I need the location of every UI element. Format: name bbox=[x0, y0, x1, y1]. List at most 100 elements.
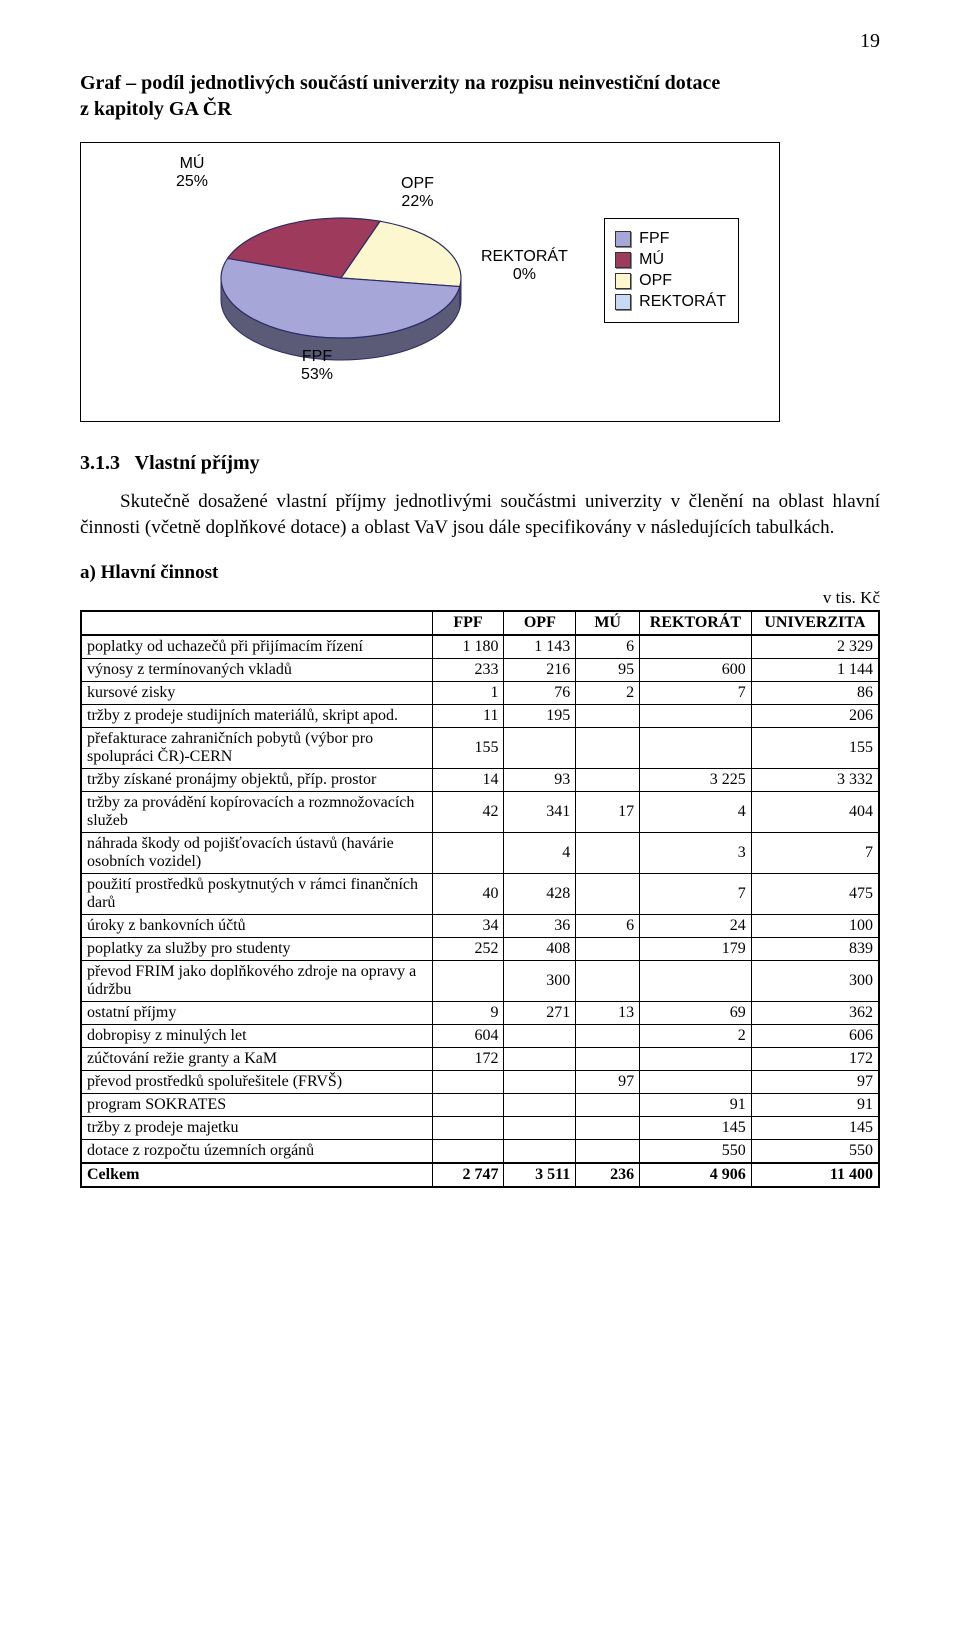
legend-label: MÚ bbox=[639, 251, 664, 269]
row-label: tržby z prodeje studijních materiálů, sk… bbox=[81, 705, 432, 728]
table-row: náhrada škody od pojišťovacích ústavů (h… bbox=[81, 833, 879, 874]
row-value bbox=[576, 769, 640, 792]
row-value bbox=[576, 1048, 640, 1071]
row-label: poplatky od uchazečů při přijímacím říze… bbox=[81, 635, 432, 659]
row-value: 606 bbox=[751, 1025, 879, 1048]
row-value: 155 bbox=[432, 728, 504, 769]
row-value bbox=[640, 961, 752, 1002]
graph-title: Graf – podíl jednotlivých součástí unive… bbox=[80, 70, 880, 122]
row-value: 233 bbox=[432, 659, 504, 682]
pie-label-opf: OPF22% bbox=[401, 175, 434, 210]
row-value: 1 bbox=[432, 682, 504, 705]
row-value bbox=[640, 1071, 752, 1094]
pie-chart-box: MÚ25% OPF22% REKTORÁT0% FPF53% FPFMÚOPFR… bbox=[80, 142, 780, 422]
row-label: přefakturace zahraničních pobytů (výbor … bbox=[81, 728, 432, 769]
table-row: úroky z bankovních účtů3436624100 bbox=[81, 915, 879, 938]
row-value: 24 bbox=[640, 915, 752, 938]
row-value bbox=[576, 874, 640, 915]
row-value bbox=[504, 1117, 576, 1140]
row-value bbox=[576, 1025, 640, 1048]
row-value: 2 bbox=[576, 682, 640, 705]
legend-swatch bbox=[615, 231, 631, 247]
row-label: tržby získané pronájmy objektů, příp. pr… bbox=[81, 769, 432, 792]
row-value: 206 bbox=[751, 705, 879, 728]
row-value: 550 bbox=[640, 1140, 752, 1164]
row-value: 252 bbox=[432, 938, 504, 961]
row-value bbox=[576, 728, 640, 769]
row-value: 4 bbox=[640, 792, 752, 833]
row-value: 172 bbox=[432, 1048, 504, 1071]
row-value: 7 bbox=[640, 682, 752, 705]
table-header: OPF bbox=[504, 611, 576, 635]
table-row: výnosy z termínovaných vkladů23321695600… bbox=[81, 659, 879, 682]
row-value: 6 bbox=[576, 635, 640, 659]
row-value bbox=[640, 1048, 752, 1071]
table-header: UNIVERZITA bbox=[751, 611, 879, 635]
row-value bbox=[504, 1025, 576, 1048]
row-value: 17 bbox=[576, 792, 640, 833]
row-value: 2 329 bbox=[751, 635, 879, 659]
row-value bbox=[432, 1117, 504, 1140]
section-title: Vlastní příjmy bbox=[135, 452, 260, 474]
row-value: 7 bbox=[640, 874, 752, 915]
pie-label-mu: MÚ25% bbox=[176, 155, 208, 190]
row-value: 408 bbox=[504, 938, 576, 961]
row-value bbox=[576, 1117, 640, 1140]
row-value: 1 144 bbox=[751, 659, 879, 682]
row-value: 91 bbox=[751, 1094, 879, 1117]
table-row: kursové zisky1762786 bbox=[81, 682, 879, 705]
row-value bbox=[432, 833, 504, 874]
row-value bbox=[432, 1071, 504, 1094]
row-label: poplatky za služby pro studenty bbox=[81, 938, 432, 961]
legend-swatch bbox=[615, 294, 631, 310]
row-value: 1 180 bbox=[432, 635, 504, 659]
legend-swatch bbox=[615, 252, 631, 268]
row-value bbox=[576, 938, 640, 961]
table-row: převod FRIM jako doplňkového zdroje na o… bbox=[81, 961, 879, 1002]
row-value: 86 bbox=[751, 682, 879, 705]
income-table: FPFOPFMÚREKTORÁTUNIVERZITApoplatky od uc… bbox=[80, 610, 880, 1188]
row-label: kursové zisky bbox=[81, 682, 432, 705]
table-row: tržby z prodeje majetku145145 bbox=[81, 1117, 879, 1140]
row-value bbox=[504, 1071, 576, 1094]
legend-item: OPF bbox=[615, 272, 726, 290]
table-row: tržby z prodeje studijních materiálů, sk… bbox=[81, 705, 879, 728]
row-label: dotace z rozpočtu územních orgánů bbox=[81, 1140, 432, 1164]
row-value bbox=[576, 1094, 640, 1117]
row-value: 172 bbox=[751, 1048, 879, 1071]
row-value: 195 bbox=[504, 705, 576, 728]
row-value: 839 bbox=[751, 938, 879, 961]
row-label: tržby z prodeje majetku bbox=[81, 1117, 432, 1140]
total-value: 11 400 bbox=[751, 1163, 879, 1187]
table-row: tržby získané pronájmy objektů, příp. pr… bbox=[81, 769, 879, 792]
graph-title-line2: z kapitoly GA ČR bbox=[80, 98, 232, 120]
row-value: 6 bbox=[576, 915, 640, 938]
row-value: 475 bbox=[751, 874, 879, 915]
pie-label-fpf: FPF53% bbox=[301, 348, 333, 383]
section-number: 3.1.3 bbox=[80, 452, 120, 474]
total-label: Celkem bbox=[81, 1163, 432, 1187]
graph-title-line1: Graf – podíl jednotlivých součástí unive… bbox=[80, 72, 720, 94]
row-value: 69 bbox=[640, 1002, 752, 1025]
row-value: 36 bbox=[504, 915, 576, 938]
row-value bbox=[576, 1140, 640, 1164]
row-value: 76 bbox=[504, 682, 576, 705]
table-row: převod prostředků spoluřešitele (FRVŠ)97… bbox=[81, 1071, 879, 1094]
table-row: dotace z rozpočtu územních orgánů550550 bbox=[81, 1140, 879, 1164]
row-value: 42 bbox=[432, 792, 504, 833]
legend-item: FPF bbox=[615, 230, 726, 248]
row-label: dobropisy z minulých let bbox=[81, 1025, 432, 1048]
row-value: 4 bbox=[504, 833, 576, 874]
row-value bbox=[504, 1094, 576, 1117]
row-value: 2 bbox=[640, 1025, 752, 1048]
row-value: 100 bbox=[751, 915, 879, 938]
row-value bbox=[640, 635, 752, 659]
row-label: převod prostředků spoluřešitele (FRVŠ) bbox=[81, 1071, 432, 1094]
row-value: 7 bbox=[751, 833, 879, 874]
pie-svg bbox=[211, 188, 471, 368]
row-value: 3 225 bbox=[640, 769, 752, 792]
row-value: 300 bbox=[504, 961, 576, 1002]
row-value bbox=[576, 705, 640, 728]
page-number: 19 bbox=[860, 30, 880, 53]
row-value: 179 bbox=[640, 938, 752, 961]
